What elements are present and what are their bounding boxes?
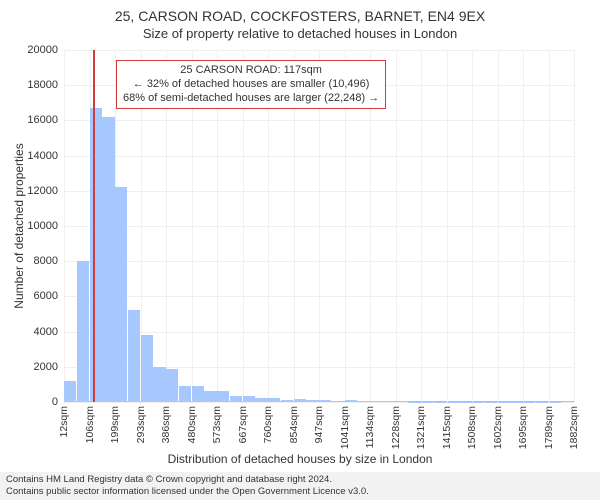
footer: Contains HM Land Registry data © Crown c… — [0, 472, 600, 500]
bar — [141, 335, 153, 402]
bar — [332, 401, 344, 402]
footer-line-1: Contains HM Land Registry data © Crown c… — [6, 474, 594, 485]
bar — [319, 400, 331, 402]
property-marker-line — [93, 50, 95, 402]
xtick-label: 1321sqm — [415, 406, 427, 449]
xtick-label: 1134sqm — [364, 406, 376, 448]
bar — [90, 108, 102, 402]
bar — [345, 400, 357, 402]
ytick-label: 10000 — [27, 220, 58, 232]
xtick-label: 1508sqm — [466, 406, 478, 449]
annotation-line: ← 32% of detached houses are smaller (10… — [123, 78, 379, 92]
xtick-label: 760sqm — [262, 406, 274, 443]
xtick-label: 1789sqm — [543, 406, 555, 449]
bar — [281, 400, 293, 402]
xtick-label: 12sqm — [58, 406, 70, 438]
bar — [294, 399, 306, 402]
chart-title-main: 25, CARSON ROAD, COCKFOSTERS, BARNET, EN… — [0, 0, 600, 24]
bar — [166, 369, 178, 402]
bar — [64, 381, 76, 402]
bar — [204, 391, 216, 402]
ytick-label: 4000 — [34, 326, 58, 338]
bar — [255, 398, 267, 402]
ytick-label: 14000 — [27, 150, 58, 162]
annotation-line: 68% of semi-detached houses are larger (… — [123, 92, 379, 106]
bar — [153, 367, 165, 402]
plot-area: 0200040006000800010000120001400016000180… — [64, 50, 574, 402]
xtick-label: 667sqm — [237, 406, 249, 443]
xtick-label: 199sqm — [109, 406, 121, 443]
xtick-label: 1041sqm — [339, 406, 351, 449]
bar — [383, 401, 395, 402]
annotation-box: 25 CARSON ROAD: 117sqm← 32% of detached … — [116, 60, 386, 109]
xtick-label: 1602sqm — [492, 406, 504, 449]
xtick-label: 1228sqm — [390, 406, 402, 449]
xtick-label: 1695sqm — [517, 406, 529, 449]
bar — [217, 391, 229, 402]
bar — [370, 401, 382, 402]
bar — [179, 386, 191, 402]
ytick-label: 2000 — [34, 361, 58, 373]
xtick-label: 1415sqm — [441, 406, 453, 449]
ytick-label: 6000 — [34, 290, 58, 302]
xtick-label: 106sqm — [84, 406, 96, 443]
y-axis-label: Number of detached properties — [12, 61, 26, 226]
xtick-label: 854sqm — [288, 406, 300, 443]
x-axis-label: Distribution of detached houses by size … — [0, 452, 600, 466]
gridline-h — [64, 402, 574, 403]
chart-title-sub: Size of property relative to detached ho… — [0, 24, 600, 41]
xtick-label: 386sqm — [160, 406, 172, 443]
bar — [357, 401, 369, 402]
ytick-label: 16000 — [27, 114, 58, 126]
bar — [396, 401, 408, 402]
bar — [102, 117, 114, 402]
bar — [306, 400, 318, 402]
ytick-label: 8000 — [34, 255, 58, 267]
bar — [128, 310, 140, 402]
bar — [230, 396, 242, 402]
xtick-label: 480sqm — [186, 406, 198, 443]
annotation-line: 25 CARSON ROAD: 117sqm — [123, 64, 379, 78]
bar — [243, 396, 255, 402]
xtick-label: 1882sqm — [568, 406, 580, 449]
chart-container: 25, CARSON ROAD, COCKFOSTERS, BARNET, EN… — [0, 0, 600, 500]
bar — [268, 398, 280, 402]
ytick-label: 18000 — [27, 79, 58, 91]
footer-line-2: Contains public sector information licen… — [6, 486, 594, 497]
ytick-label: 12000 — [27, 185, 58, 197]
bar — [77, 261, 89, 402]
xtick-label: 947sqm — [313, 406, 325, 443]
xtick-label: 573sqm — [211, 406, 223, 443]
xtick-label: 293sqm — [135, 406, 147, 443]
gridline-v — [574, 50, 575, 402]
ytick-label: 20000 — [27, 44, 58, 56]
bar — [115, 187, 127, 402]
bar — [192, 386, 204, 402]
